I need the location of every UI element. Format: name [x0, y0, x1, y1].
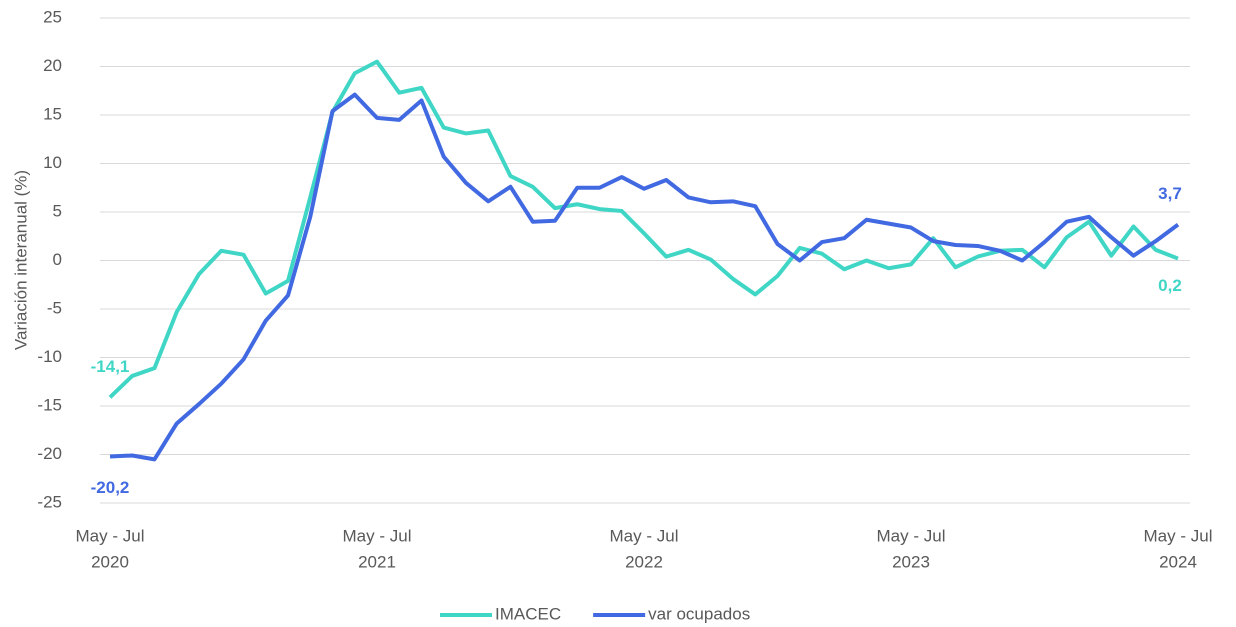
data-label: -14,1 [91, 357, 130, 376]
series-line [109, 92, 1180, 462]
legend-label: IMACEC [495, 604, 561, 623]
y-tick-label: 0 [53, 250, 62, 269]
y-tick-label: 10 [43, 153, 62, 172]
y-tick-label: -10 [37, 347, 62, 366]
y-tick-label: -25 [37, 492, 62, 511]
data-label: 3,7 [1158, 184, 1182, 203]
y-tick-label: 20 [43, 56, 62, 75]
series-line [108, 59, 1179, 399]
x-tick-label: May - Jul [76, 526, 145, 545]
data-label: 0,2 [1158, 276, 1182, 295]
x-tick-label: May - Jul [343, 526, 412, 545]
x-tick-label: 2023 [892, 552, 930, 571]
y-tick-label: -5 [47, 298, 62, 317]
y-axis-label: Variación interanual (%) [11, 170, 30, 350]
x-tick-label: 2024 [1159, 552, 1197, 571]
y-tick-label: -20 [37, 444, 62, 463]
data-label: -20,2 [91, 478, 130, 497]
x-tick-label: 2021 [358, 552, 396, 571]
x-tick-label: 2022 [625, 552, 663, 571]
x-tick-label: May - Jul [610, 526, 679, 545]
x-tick-label: May - Jul [1144, 526, 1213, 545]
y-tick-label: 25 [43, 7, 62, 26]
legend-label: var ocupados [648, 604, 750, 623]
y-tick-label: 15 [43, 104, 62, 123]
y-tick-label: 5 [53, 201, 62, 220]
x-tick-label: May - Jul [877, 526, 946, 545]
y-tick-label: -15 [37, 395, 62, 414]
x-tick-label: 2020 [91, 552, 129, 571]
